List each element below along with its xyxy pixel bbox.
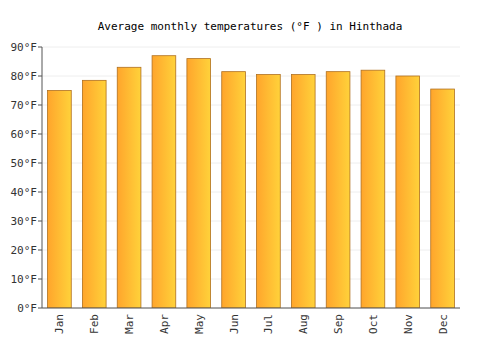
y-tick-label: 0°F [17, 302, 37, 315]
chart-svg: Average monthly temperatures (°F ) in Hi… [0, 0, 500, 350]
bar [326, 72, 350, 308]
bar [187, 59, 211, 308]
x-tick-label: Aug [297, 314, 310, 334]
bar [117, 67, 141, 308]
y-axis [42, 47, 43, 308]
tick-mark [38, 308, 42, 309]
bar [257, 75, 281, 308]
bar [82, 80, 106, 308]
y-tick-label: 50°F [11, 157, 38, 170]
x-tick-label: Feb [88, 314, 101, 334]
tick-mark [38, 279, 42, 280]
y-tick-label: 60°F [11, 128, 38, 141]
tick-mark [38, 221, 42, 222]
x-tick-label: Jan [53, 314, 66, 334]
y-tick-label: 40°F [11, 186, 38, 199]
x-tick-label: Nov [402, 314, 415, 334]
bar [361, 70, 385, 308]
bars [48, 56, 455, 308]
chart-container: Average monthly temperatures (°F ) in Hi… [0, 0, 500, 350]
x-tick-label: May [193, 314, 206, 334]
tick-mark [38, 76, 42, 77]
tick-mark [38, 250, 42, 251]
tick-mark [38, 163, 42, 164]
x-tick-label: Apr [158, 314, 171, 334]
x-tick-label: Oct [367, 314, 380, 334]
title: Average monthly temperatures (°F ) in Hi… [98, 20, 403, 33]
x-tick-label: Dec [437, 314, 450, 334]
y-tick-label: 10°F [11, 273, 38, 286]
bar [396, 76, 420, 308]
tick-mark [38, 134, 42, 135]
tick-mark [38, 192, 42, 193]
grid-line [42, 308, 460, 309]
bar [291, 75, 315, 308]
tick-mark [38, 105, 42, 106]
x-tick-label: Sep [332, 314, 345, 334]
y-tick-label: 30°F [11, 215, 38, 228]
x-tick-label: Mar [123, 314, 136, 334]
x-tick-label: Jul [262, 314, 275, 334]
tick-mark [38, 47, 42, 48]
y-tick-label: 70°F [11, 99, 38, 112]
x-tick-label: Jun [228, 314, 241, 334]
bar [48, 91, 72, 309]
bar [152, 56, 176, 308]
grid-line [42, 47, 460, 48]
y-tick-label: 20°F [11, 244, 38, 257]
y-tick-label: 80°F [11, 70, 38, 83]
bar [431, 89, 455, 308]
bar [222, 72, 246, 308]
y-tick-label: 90°F [11, 41, 38, 54]
x-axis [42, 308, 460, 309]
